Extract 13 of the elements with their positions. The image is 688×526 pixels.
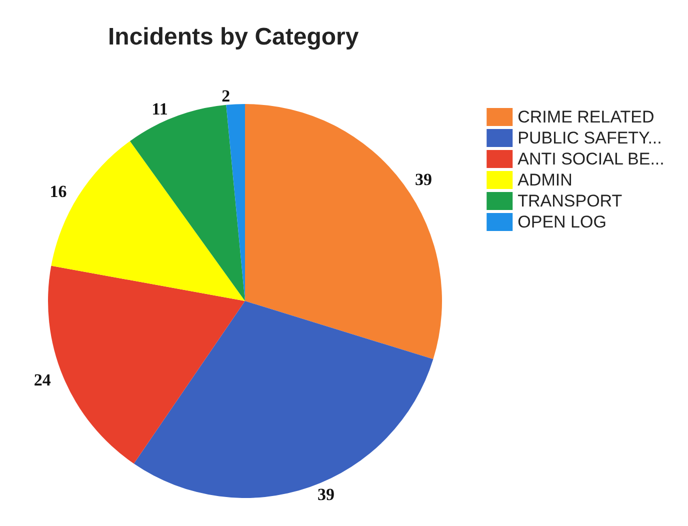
data-label: 2 [222, 86, 230, 106]
legend-label: ADMIN [518, 170, 572, 190]
chart-title: Incidents by Category [108, 24, 360, 50]
legend-label: PUBLIC SAFETY... [518, 128, 662, 148]
legend-label: ANTI SOCIAL BE... [518, 150, 664, 168]
data-label: 39 [414, 170, 432, 189]
legend-label: CRIME RELATED [518, 108, 654, 126]
legend-label: OPEN LOG [518, 212, 606, 232]
data-label: 24 [34, 370, 52, 390]
data-label: 39 [318, 485, 335, 504]
data-label: 11 [152, 100, 168, 119]
data-label: 16 [50, 182, 67, 201]
legend-label: TRANSPORT [518, 192, 622, 210]
